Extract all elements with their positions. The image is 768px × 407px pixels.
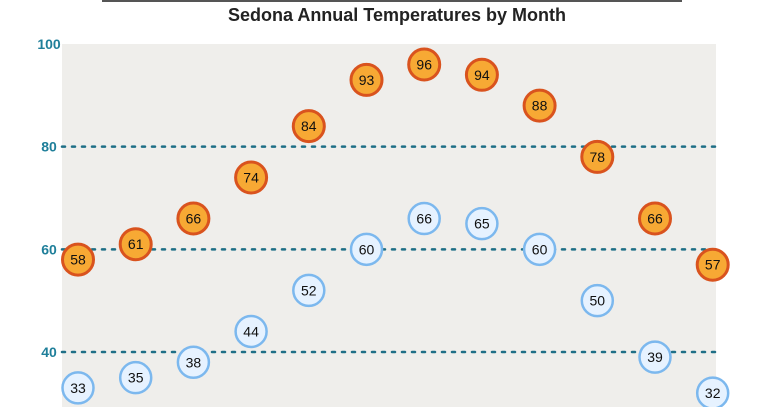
data-label-series2-3: 38 [186, 354, 202, 370]
data-point-series2-8 [465, 206, 499, 241]
series-2: 33 35 38 44 52 60 66 65 60 50 39 32 [61, 201, 730, 407]
y-tick-label-80: 80 [41, 139, 57, 155]
y-axis: 40 60 80 100 [37, 36, 61, 360]
data-point-series2-4 [234, 314, 268, 349]
data-label-series2-9: 60 [532, 241, 548, 257]
data-label-series2-4: 44 [243, 323, 259, 339]
data-label-series2-12: 32 [705, 385, 721, 401]
data-label-series2-5: 52 [301, 282, 317, 298]
data-point-series2-12 [695, 376, 730, 407]
data-point-series1-3 [176, 201, 211, 236]
data-point-series1-2 [118, 227, 153, 262]
y-tick-label-40: 40 [41, 344, 57, 360]
data-point-series2-2 [118, 360, 153, 395]
data-label-series1-3: 66 [186, 211, 202, 227]
data-label-series2-11: 39 [647, 349, 663, 365]
data-label-series2-8: 65 [474, 216, 490, 232]
data-label-series1-7: 96 [416, 57, 432, 73]
data-point-series1-9 [522, 88, 557, 123]
data-label-series2-7: 66 [416, 211, 432, 227]
data-point-series1-11 [638, 201, 672, 236]
data-label-series1-10: 78 [590, 149, 606, 165]
series-1: 58 61 66 74 84 93 96 94 88 78 66 57 [61, 47, 730, 282]
y-tick-label-100: 100 [37, 36, 61, 52]
data-point-series2-11 [638, 340, 672, 374]
chart-title: Sedona Annual Temperatures by Month [228, 5, 566, 25]
data-point-series1-6 [349, 62, 384, 97]
data-label-series2-10: 50 [590, 293, 606, 309]
top-border-line [102, 0, 682, 2]
data-point-series1-4 [234, 160, 269, 195]
data-label-series1-11: 66 [647, 211, 663, 227]
data-point-series1-1 [61, 242, 95, 277]
gridlines [60, 145, 718, 354]
data-label-series1-1: 58 [70, 252, 86, 268]
data-point-series2-1 [61, 371, 95, 405]
data-label-series1-4: 74 [243, 169, 259, 185]
data-point-series2-5 [292, 273, 326, 308]
data-point-series2-3 [176, 345, 211, 380]
data-point-series2-6 [349, 232, 384, 267]
data-label-series1-8: 94 [474, 67, 490, 83]
data-label-series1-2: 61 [128, 236, 144, 252]
plot-area [62, 44, 716, 407]
data-point-series1-8 [464, 57, 499, 92]
data-point-series2-7 [407, 201, 441, 236]
data-label-series2-2: 35 [128, 370, 144, 386]
data-point-series1-7 [407, 47, 442, 82]
data-point-series1-5 [291, 109, 326, 144]
data-point-series2-10 [580, 283, 615, 318]
data-label-series2-6: 60 [359, 241, 375, 257]
y-tick-label-60: 60 [41, 241, 57, 257]
data-point-series1-12 [695, 247, 730, 282]
data-label-series1-5: 84 [301, 118, 317, 134]
data-label-series1-12: 57 [705, 257, 721, 273]
data-label-series1-9: 88 [532, 98, 548, 114]
data-point-series1-10 [580, 139, 615, 174]
data-point-series2-9 [522, 232, 557, 267]
data-label-series1-6: 93 [359, 72, 375, 88]
data-points: 58 61 66 74 84 93 96 94 88 78 66 57 33 35 38 44 52 60 66 65… [61, 47, 730, 407]
data-label-series2-1: 33 [70, 380, 86, 396]
